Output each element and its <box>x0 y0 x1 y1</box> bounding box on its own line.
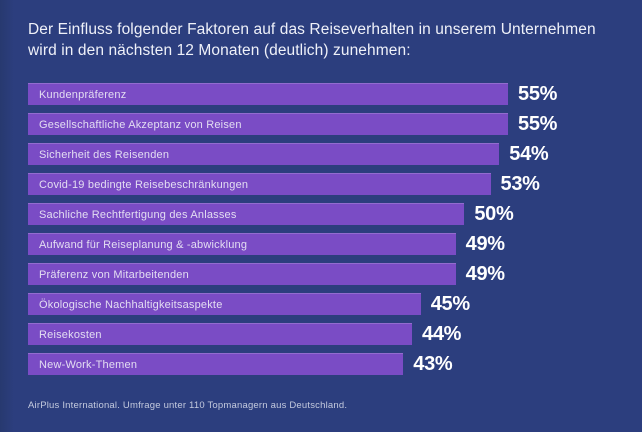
bar: Sachliche Rechtfertigung des Anlasses <box>28 203 465 225</box>
bar: Reisekosten <box>28 323 412 345</box>
bar-value-label: 50% <box>474 202 514 225</box>
bar-row: Gesellschaftliche Akzeptanz von Reisen 55… <box>28 113 557 135</box>
bar-category-label: Covid-19 bedingte Reisebeschränkungen <box>39 178 249 191</box>
bar: Aufwand für Reiseplanung & -abwicklung <box>28 233 456 255</box>
bar-value-label: 55% <box>518 112 558 135</box>
bar-value-label: 43% <box>413 352 453 375</box>
bar: Ökologische Nachhaltigkeitsaspekte <box>28 293 421 315</box>
bar-category-label: New-Work-Themen <box>39 358 138 371</box>
bar-value-label: 53% <box>500 172 540 195</box>
bar-value-label: 54% <box>509 142 549 165</box>
bar-row: Ökologische Nachhaltigkeitsaspekte 45% <box>28 293 557 315</box>
bar-category-label: Sachliche Rechtfertigung des Anlasses <box>39 208 237 221</box>
bar-category-label: Präferenz von Mitarbeitenden <box>39 268 189 281</box>
bar-value-label: 55% <box>518 82 558 105</box>
bar-value-label: 44% <box>422 322 462 345</box>
bar-chart: Kundenpräferenz 55% Gesellschaftliche Akze… <box>28 83 557 375</box>
bar-row: Kundenpräferenz 55% <box>28 83 557 105</box>
bar-row: Covid-19 bedingte Reisebeschränkungen 53% <box>28 173 557 195</box>
source-note: AirPlus International. Umfrage unter 110… <box>28 400 348 411</box>
bar-value-label: 45% <box>430 292 470 315</box>
bar-category-label: Kundenpräferenz <box>39 88 127 101</box>
bar-category-label: Aufwand für Reiseplanung & -abwicklung <box>39 238 248 251</box>
bar-row: Reisekosten 44% <box>28 323 557 345</box>
bar: Gesellschaftliche Akzeptanz von Reisen <box>28 113 508 135</box>
bar-row: Aufwand für Reiseplanung & -abwicklung 49… <box>28 233 557 255</box>
bar: Covid-19 bedingte Reisebeschränkungen <box>28 173 491 195</box>
bar: Sicherheit des Reisenden <box>28 143 500 165</box>
bar-value-label: 49% <box>465 262 505 285</box>
bar-category-label: Sicherheit des Reisenden <box>39 148 170 161</box>
bar: Kundenpräferenz <box>28 83 508 105</box>
bar-value-label: 49% <box>465 232 505 255</box>
bar-row: New-Work-Themen 43% <box>28 353 557 375</box>
bar-row: Sachliche Rechtfertigung des Anlasses 50% <box>28 203 557 225</box>
chart-title: Der Einfluss folgender Faktoren auf das … <box>28 21 596 59</box>
bar-category-label: Reisekosten <box>39 328 102 341</box>
bar-row: Sicherheit des Reisenden 54% <box>28 143 557 165</box>
bar-category-label: Gesellschaftliche Akzeptanz von Reisen <box>39 118 242 131</box>
bar: Präferenz von Mitarbeitenden <box>28 263 456 285</box>
bar-row: Präferenz von Mitarbeitenden 49% <box>28 263 557 285</box>
bar-category-label: Ökologische Nachhaltigkeitsaspekte <box>39 298 223 311</box>
bar: New-Work-Themen <box>28 353 404 375</box>
